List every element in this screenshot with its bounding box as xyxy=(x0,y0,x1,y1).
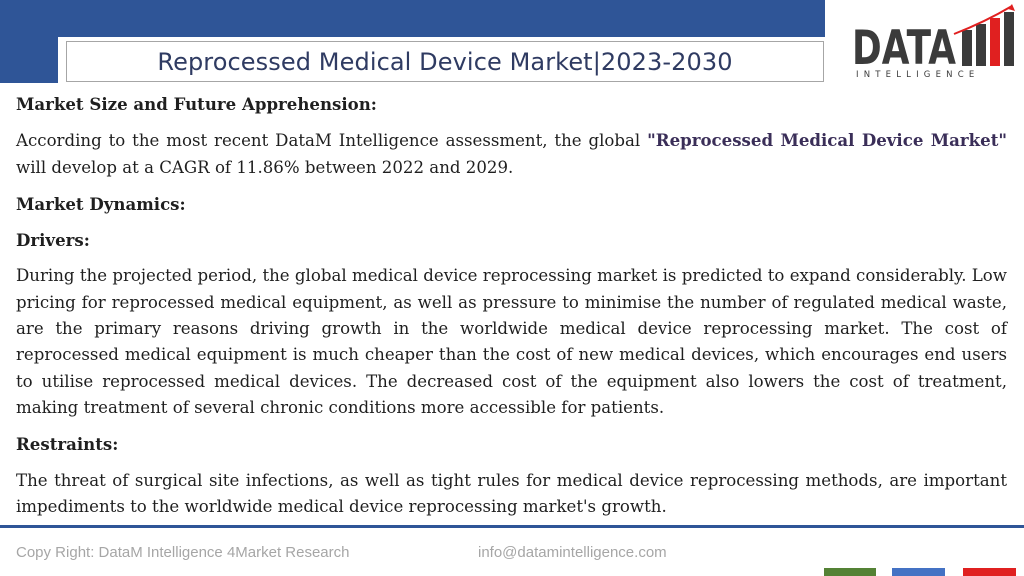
content-body: Market Size and Future Apprehension: Acc… xyxy=(16,91,1007,520)
footer-copyright: Copy Right: DataM Intelligence 4Market R… xyxy=(16,544,350,561)
footer-email[interactable]: info@datamintelligence.com xyxy=(478,544,667,561)
footer-stripe-blue xyxy=(892,568,945,576)
datam-intelligence-logo: DATA INTELLIGENCE xyxy=(850,4,1020,80)
market-size-paragraph: According to the most recent DataM Intel… xyxy=(16,127,1007,181)
section-heading-market-dynamics: Market Dynamics: xyxy=(16,193,186,214)
market-size-text-b: will develop at a CAGR of 11.86% between… xyxy=(16,157,514,177)
restraints-paragraph: The threat of surgical site infections, … xyxy=(16,470,1007,516)
logo-arrow-head xyxy=(1008,4,1015,11)
market-name-highlight: "Reprocessed Medical Device Market" xyxy=(647,130,1008,151)
footer-stripe-green xyxy=(824,568,876,576)
title-frame: Reprocessed Medical Device Market|2023-2… xyxy=(66,41,824,82)
footer-stripe-red xyxy=(963,568,1016,576)
logo-bar-4 xyxy=(1004,12,1014,66)
section-heading-restraints: Restraints: xyxy=(16,434,119,455)
section-heading-market-size: Market Size and Future Apprehension: xyxy=(16,94,377,114)
market-size-text-a: According to the most recent DataM Intel… xyxy=(16,131,648,151)
logo-graphic: DATA INTELLIGENCE xyxy=(852,4,1015,80)
page-title: Reprocessed Medical Device Market|2023-2… xyxy=(157,47,733,76)
logo-bar-2 xyxy=(976,24,986,66)
logo-bar-1 xyxy=(962,30,972,66)
logo-word: DATA xyxy=(852,21,956,76)
footer-divider xyxy=(0,525,1024,528)
drivers-paragraph: During the projected period, the global … xyxy=(16,266,1007,417)
logo-tagline: INTELLIGENCE xyxy=(856,70,979,80)
logo-bar-3 xyxy=(990,18,1000,66)
logo-swoosh xyxy=(953,5,1013,35)
section-heading-drivers: Drivers: xyxy=(16,230,90,251)
